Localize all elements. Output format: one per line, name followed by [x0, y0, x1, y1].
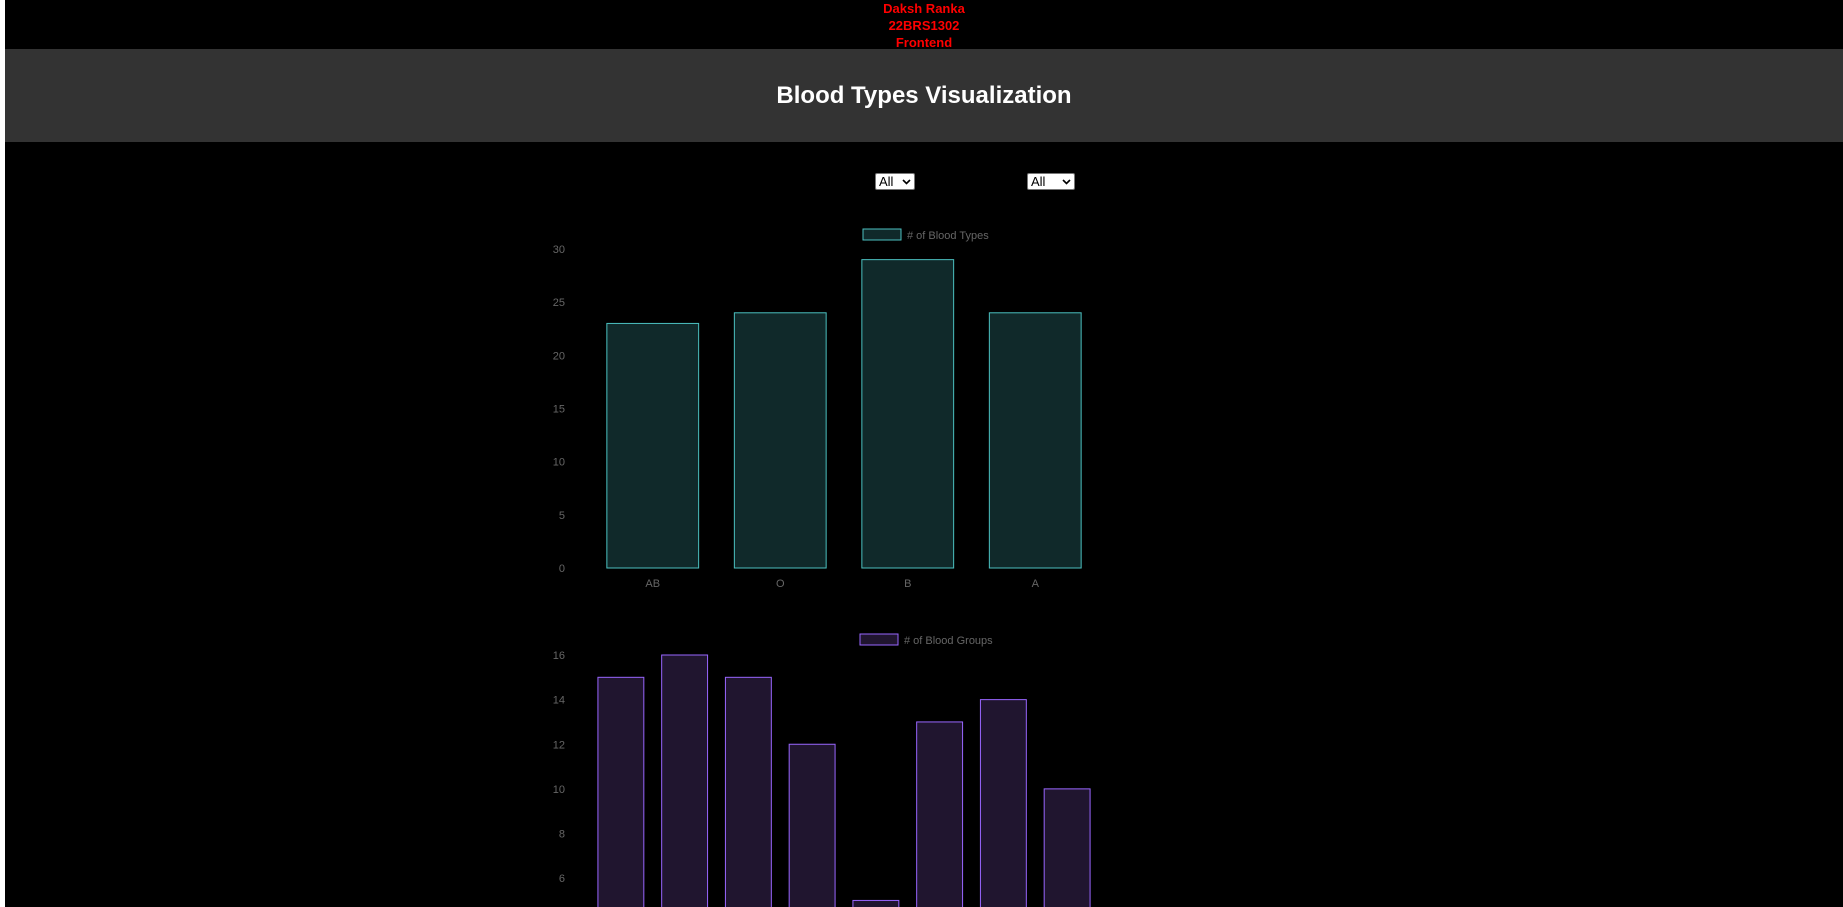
- blood-type-filter-value: All: [879, 174, 894, 189]
- groups-chart-y-tick-label: 10: [553, 784, 565, 796]
- types-chart-bar: [606, 322, 700, 569]
- blood-groups-chart: # of Blood Groups46810121416: [553, 633, 1091, 907]
- blood-type-filter-select[interactable]: All: [875, 173, 915, 190]
- types-chart-y-tick-label: 10: [553, 457, 565, 469]
- groups-chart-bar: [1043, 788, 1091, 907]
- types-chart-legend-label: # of Blood Types: [907, 230, 989, 242]
- groups-chart-legend-label: # of Blood Groups: [904, 635, 993, 647]
- author-info: Daksh Ranka 22BRS1302 Frontend: [5, 0, 1843, 51]
- blood-types-chart: # of Blood Types 0 5 10 15 20 25 30 AB O B A: [553, 228, 1082, 590]
- author-role: Frontend: [895, 35, 953, 50]
- groups-chart-y-tick-label: 8: [559, 829, 565, 841]
- groups-chart-bar: [979, 699, 1027, 907]
- groups-chart-bar: [916, 721, 964, 907]
- types-chart-y-tick-label: 30: [553, 244, 565, 256]
- types-chart-y-tick-label: 0: [559, 563, 565, 575]
- types-chart-bar: [988, 312, 1082, 569]
- types-chart-y-tick-label: 20: [553, 350, 565, 362]
- types-chart-y-tick-label: 15: [553, 404, 565, 416]
- types-chart-y-tick-label: 25: [553, 297, 565, 309]
- blood-group-filter-select[interactable]: All: [1027, 173, 1075, 190]
- author-id: 22BRS1302: [888, 18, 960, 33]
- groups-chart-bar: [724, 676, 772, 907]
- types-chart-x-tick-label: B: [904, 578, 911, 590]
- groups-chart-y-tick-label: 12: [553, 739, 565, 751]
- groups-chart-legend: # of Blood Groups: [859, 633, 993, 647]
- types-chart-y-tick-label: 5: [559, 510, 565, 522]
- page-header: Blood Types Visualization: [5, 49, 1843, 142]
- types-chart-x-tick-label: O: [776, 578, 785, 590]
- types-chart-x-tick-label: A: [1032, 578, 1040, 590]
- groups-chart-bar: [597, 676, 645, 907]
- groups-chart-bar: [788, 743, 836, 907]
- types-chart-bar: [733, 312, 827, 569]
- types-chart-legend: # of Blood Types: [862, 228, 989, 242]
- groups-chart-legend-swatch: [859, 633, 899, 646]
- blood-group-filter-value: All: [1031, 174, 1046, 189]
- groups-chart-bar: [852, 899, 900, 907]
- types-chart-legend-swatch: [862, 228, 902, 241]
- types-chart-x-tick-label: AB: [645, 578, 660, 590]
- author-name: Daksh Ranka: [883, 1, 965, 16]
- chevron-down-icon: [902, 178, 911, 185]
- chevron-down-icon: [1062, 178, 1071, 185]
- groups-chart-y-tick-label: 14: [553, 695, 565, 707]
- groups-chart-y-tick-label: 6: [559, 873, 565, 885]
- groups-chart-bar: [661, 654, 709, 907]
- app-viewport: Daksh Ranka 22BRS1302 Frontend Blood Typ…: [5, 0, 1843, 907]
- groups-chart-y-tick-label: 16: [553, 650, 565, 662]
- page-title: Blood Types Visualization: [776, 81, 1072, 109]
- types-chart-bar: [861, 259, 955, 569]
